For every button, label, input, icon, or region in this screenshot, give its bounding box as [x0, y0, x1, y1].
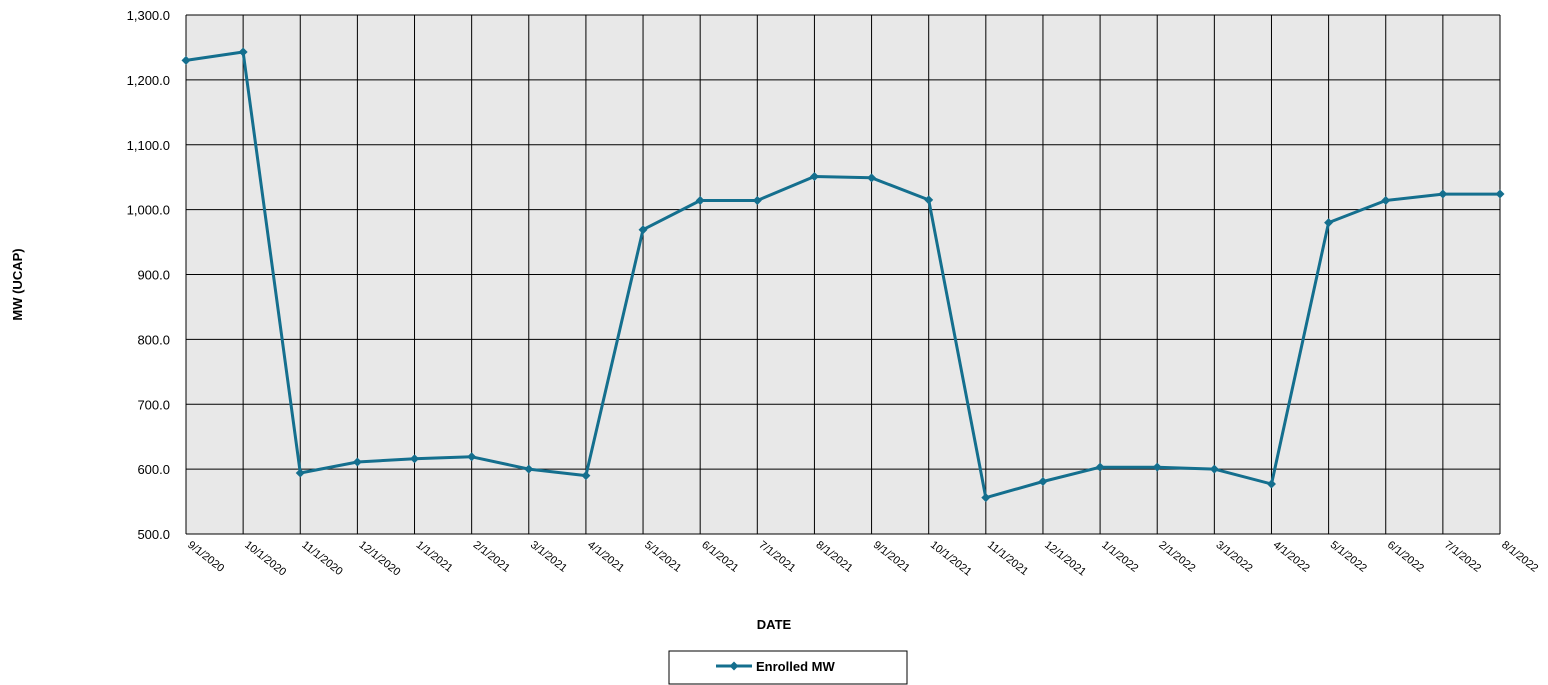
x-tick-label: 9/1/2020	[185, 539, 226, 575]
data-point	[1495, 189, 1505, 199]
legend-marker-icon	[729, 661, 739, 671]
x-tick-label: 9/1/2021	[871, 539, 912, 575]
y-tick-label: 600.0	[137, 462, 170, 477]
data-point	[981, 493, 991, 503]
x-tick-label: 2/1/2022	[1156, 539, 1197, 575]
x-tick-label: 8/1/2021	[814, 539, 855, 575]
data-point	[524, 464, 534, 474]
y-tick-labels: 500.0 600.0 700.0 800.0 900.0 1,000.0 1,100.0 1…	[127, 8, 170, 542]
x-tick-label: 3/1/2021	[528, 539, 569, 575]
data-point	[695, 196, 705, 206]
x-tick-label: 2/1/2021	[471, 539, 512, 575]
x-tick-label: 10/1/2020	[242, 539, 288, 579]
data-point	[1266, 479, 1276, 489]
x-tick-label: 1/1/2021	[414, 539, 455, 575]
data-point	[1095, 462, 1105, 472]
y-tick-label: 1,000.0	[127, 203, 170, 218]
legend-box	[668, 650, 908, 685]
data-point	[867, 173, 877, 183]
x-axis-title: DATE	[757, 617, 792, 632]
data-point	[1209, 464, 1219, 474]
x-tick-label: 5/1/2021	[642, 539, 683, 575]
legend: Enrolled MW	[668, 650, 908, 685]
x-tick-label: 4/1/2021	[585, 539, 626, 575]
x-tick-label: 5/1/2022	[1328, 539, 1369, 575]
x-tick-labels: 9/1/2020 10/1/2020 11/1/2020 12/1/2020 1/1/2…	[185, 539, 1540, 579]
x-tick-label: 8/1/2022	[1499, 539, 1540, 575]
x-tick-label: 6/1/2022	[1385, 539, 1426, 575]
y-tick-label: 1,300.0	[127, 8, 170, 23]
data-point	[410, 454, 420, 464]
data-point	[1152, 462, 1162, 472]
y-tick-label: 800.0	[137, 332, 170, 347]
y-tick-label: 1,100.0	[127, 138, 170, 153]
x-tick-label: 11/1/2021	[985, 539, 1030, 578]
data-point	[809, 172, 819, 182]
y-tick-label: 700.0	[137, 397, 170, 412]
data-point	[581, 471, 591, 481]
data-point	[352, 457, 362, 467]
data-point	[295, 468, 305, 478]
x-tick-label: 6/1/2021	[699, 539, 740, 575]
x-tick-label: 12/1/2020	[357, 539, 403, 579]
x-tick-label: 3/1/2022	[1214, 539, 1255, 575]
legend-entry: Enrolled MW	[756, 659, 835, 674]
data-point	[238, 47, 248, 57]
y-tick-label: 900.0	[137, 268, 170, 283]
data-point	[1324, 218, 1334, 228]
data-point	[1438, 189, 1448, 199]
x-tick-label: 4/1/2022	[1271, 539, 1312, 575]
series-layer	[181, 47, 1505, 503]
data-point	[1038, 476, 1048, 486]
data-point	[638, 225, 648, 235]
y-tick-label: 500.0	[137, 527, 170, 542]
data-point	[752, 196, 762, 206]
x-tick-label: 11/1/2020	[299, 539, 344, 578]
series-line-enrolled-mw	[185, 50, 1500, 500]
grid	[185, 14, 1501, 535]
x-tick-label: 10/1/2021	[928, 539, 974, 579]
data-point	[181, 55, 191, 65]
data-point	[924, 195, 934, 205]
x-tick-label: 7/1/2022	[1442, 539, 1483, 575]
x-tick-label: 7/1/2021	[756, 539, 797, 575]
data-point	[467, 452, 477, 462]
y-tick-label: 1,200.0	[127, 73, 170, 88]
x-tick-label: 1/1/2022	[1099, 539, 1140, 575]
data-point	[1381, 196, 1391, 206]
y-axis-title: MW (UCAP)	[10, 248, 25, 320]
x-tick-label: 12/1/2021	[1042, 539, 1088, 579]
